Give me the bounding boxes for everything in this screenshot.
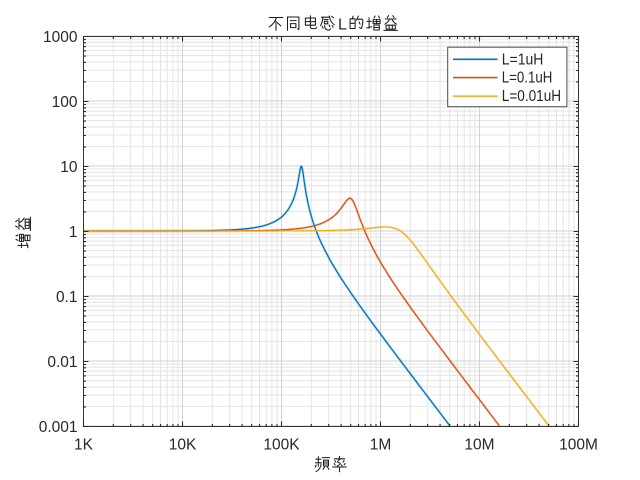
svg-text:L: L bbox=[338, 16, 347, 33]
svg-text:10M: 10M bbox=[464, 436, 494, 453]
svg-text:0.1: 0.1 bbox=[56, 289, 78, 306]
svg-text:0.01: 0.01 bbox=[47, 354, 77, 371]
svg-text:100K: 100K bbox=[263, 436, 300, 453]
svg-text:L=1uH: L=1uH bbox=[502, 51, 544, 68]
svg-text:L=0.1uH: L=0.1uH bbox=[502, 70, 553, 87]
svg-text:L=0.01uH: L=0.01uH bbox=[502, 88, 561, 105]
svg-text:10: 10 bbox=[60, 159, 78, 176]
svg-text:0.001: 0.001 bbox=[39, 419, 78, 436]
svg-text:100: 100 bbox=[52, 94, 78, 111]
svg-text:1K: 1K bbox=[74, 436, 94, 453]
svg-text:100M: 100M bbox=[559, 436, 598, 453]
svg-text:1M: 1M bbox=[370, 436, 392, 453]
svg-text:10K: 10K bbox=[169, 436, 197, 453]
svg-text:1000: 1000 bbox=[43, 29, 78, 46]
svg-text:1: 1 bbox=[69, 224, 78, 241]
